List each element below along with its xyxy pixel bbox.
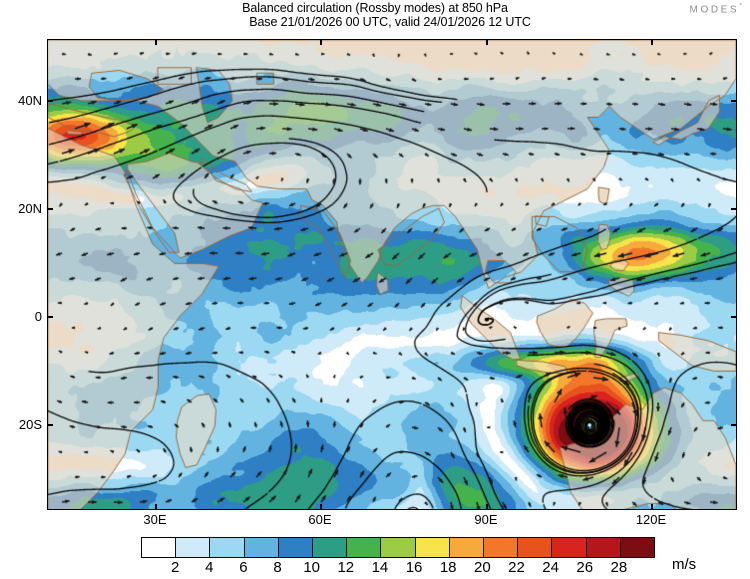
ytick-mark-0 [47, 316, 53, 318]
xtick-mark-120E-top [651, 39, 653, 45]
chart-title-block: Balanced circulation (Rossby modes) at 8… [0, 1, 750, 29]
ytick-mark-20S-right [731, 424, 737, 426]
colorbar-swatch-2 [210, 538, 245, 557]
colorbar-swatch-7 [381, 538, 416, 557]
colorbar-tick-6: 6 [239, 559, 248, 576]
colorbar-tick-20: 20 [473, 559, 491, 576]
map-plot-area [47, 39, 737, 510]
colorbar-swatch-12 [552, 538, 587, 557]
colorbar-tick-2: 2 [170, 559, 180, 576]
colorbar-tick-12: 12 [337, 559, 355, 576]
ytick-mark-0-right [731, 316, 737, 318]
colorbar-swatch-5 [313, 538, 348, 557]
xtick-mark-90E-top [486, 39, 488, 45]
page-title: Balanced circulation (Rossby modes) at 8… [242, 1, 508, 15]
colorbar-swatch-10 [484, 538, 519, 557]
colorbar-tick-26: 26 [576, 559, 594, 576]
colorbar-tick-18: 18 [439, 559, 457, 576]
ytick-label-0: 0 [34, 309, 42, 324]
colorbar-swatch-13 [586, 538, 621, 557]
colorbar-tick-16: 16 [405, 559, 423, 576]
ytick-mark-20N [47, 208, 53, 210]
xtick-label-90E: 90E [474, 512, 498, 527]
colorbar-swatch-0 [142, 538, 177, 557]
colorbar-swatch-14 [620, 538, 655, 557]
xtick-mark-90E [486, 504, 488, 510]
xtick-label-120E: 120E [635, 512, 667, 527]
xtick-mark-60E [320, 504, 322, 510]
modes-logo-mark: ° [739, 3, 742, 10]
colorbar-tick-labels: 2 4 6 8 10 12 14 16 18 20 22 24 26 28 [141, 559, 653, 579]
ytick-mark-40N [47, 100, 53, 102]
xtick-mark-120E [651, 504, 653, 510]
ytick-mark-40N-right [731, 100, 737, 102]
ytick-label-20N: 20N [18, 201, 42, 216]
chart-subtitle: Base 21/01/2026 00 UTC, valid 24/01/2026… [249, 15, 531, 29]
xtick-mark-30E-top [155, 39, 157, 45]
colorbar: 2 4 6 8 10 12 14 16 18 20 22 24 26 28 [141, 537, 655, 579]
colorbar-swatch-11 [518, 538, 553, 557]
colorbar-tick-4: 4 [205, 559, 214, 576]
colorbar-tick-8: 8 [273, 559, 282, 576]
colorbar-unit-label: m/s [672, 556, 697, 573]
ytick-label-40N: 40N [18, 93, 42, 108]
wind-field-map [48, 40, 736, 509]
colorbar-tick-24: 24 [542, 559, 559, 576]
ytick-label-20S: 20S [18, 417, 42, 432]
colorbar-swatch-3 [244, 538, 279, 557]
colorbar-tick-10: 10 [303, 559, 320, 576]
ytick-mark-20N-right [731, 208, 737, 210]
modes-logo-text: MODES [689, 4, 740, 16]
colorbar-swatch-9 [449, 538, 485, 557]
colorbar-swatch-8 [415, 538, 450, 557]
colorbar-tick-22: 22 [508, 559, 525, 576]
colorbar-swatch-4 [278, 538, 314, 557]
ytick-mark-20S [47, 424, 53, 426]
colorbar-swatches [141, 537, 655, 558]
xtick-mark-30E [155, 504, 157, 510]
colorbar-swatch-6 [347, 538, 382, 557]
xtick-label-60E: 60E [308, 512, 332, 527]
colorbar-swatch-1 [176, 538, 211, 557]
xtick-mark-60E-top [320, 39, 322, 45]
colorbar-tick-28: 28 [610, 559, 628, 576]
modes-logo: MODES° [690, 3, 742, 15]
colorbar-tick-14: 14 [371, 559, 389, 576]
xtick-label-30E: 30E [143, 512, 167, 527]
